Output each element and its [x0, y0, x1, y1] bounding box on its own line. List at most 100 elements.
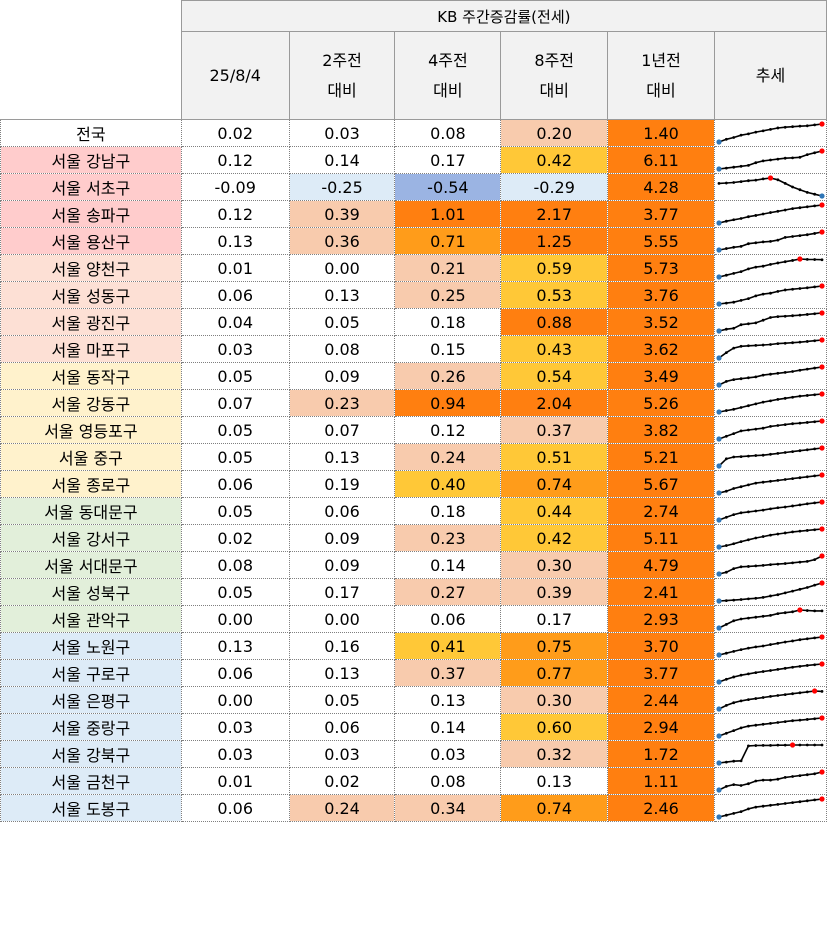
- sparkline-point: [754, 130, 758, 134]
- sparkline-point: [805, 313, 809, 316]
- sparkline-point: [791, 477, 794, 480]
- sparkline-high-marker: [819, 499, 825, 505]
- value-cell: 0.88: [500, 308, 609, 336]
- sparkline-point: [791, 259, 794, 262]
- sparkline-point: [769, 372, 772, 376]
- sparkline-point: [746, 646, 750, 650]
- sparkline-point: [798, 664, 802, 668]
- value-cell: 1.01: [394, 200, 502, 228]
- sparkline-point: [754, 481, 758, 485]
- sparkline-point: [754, 509, 758, 513]
- sparkline-point: [732, 165, 736, 169]
- sparkline-point: [791, 775, 794, 778]
- value-cell: 0.03: [180, 713, 290, 741]
- table-row: 서울 성동구 0.06 0.13 0.25 0.53 3.76: [0, 281, 827, 309]
- sparkline-point: [791, 207, 794, 210]
- table-row: 서울 관악구 0.00 0.00 0.06 0.17 2.93: [0, 605, 827, 633]
- sparkline-point: [739, 406, 743, 409]
- table-row: 서울 용산구 0.13 0.36 0.71 1.25 5.55: [0, 227, 827, 255]
- value-cell: 0.07: [288, 416, 396, 444]
- sparkline-point: [791, 610, 794, 614]
- sparkline-point: [805, 743, 809, 747]
- sparkline-point: [754, 402, 758, 406]
- sparkline-point: [805, 586, 809, 589]
- sparkline-point: [769, 722, 772, 725]
- sparkline-low-marker: [716, 355, 722, 361]
- sparkline-point: [746, 698, 750, 702]
- sparkline-low-marker: [716, 409, 722, 415]
- sparkline-point: [783, 562, 787, 565]
- value-cell: 0.18: [394, 308, 502, 336]
- sparkline-point: [746, 215, 750, 219]
- value-cell: 0.12: [180, 146, 290, 174]
- value-cell: 0.74: [500, 794, 609, 822]
- value-cell: 0.23: [394, 524, 502, 552]
- sparkline-point: [732, 812, 736, 815]
- trend-sparkline-cell: [713, 740, 827, 768]
- value-cell: 1.25: [500, 227, 609, 255]
- sparkline-point: [776, 479, 780, 482]
- sparkline-point: [791, 422, 794, 426]
- sparkline-point: [754, 375, 758, 379]
- sparkline-point: [798, 340, 802, 344]
- sparkline-point: [783, 208, 787, 212]
- sparkline-point: [798, 560, 802, 564]
- sparkline-point: [739, 784, 743, 787]
- sparkline-point: [783, 640, 787, 644]
- value-cell: 0.03: [288, 119, 396, 147]
- sparkline-point: [798, 449, 802, 453]
- sparkline-high-marker: [797, 607, 803, 613]
- sparkline-point: [783, 236, 787, 239]
- sparkline-point: [732, 181, 736, 184]
- value-cell: 0.20: [500, 119, 609, 147]
- sparkline-low-marker: [716, 544, 722, 550]
- sparkline-high-marker: [819, 580, 825, 586]
- sparkline-point: [776, 342, 780, 345]
- sparkline-point: [754, 596, 758, 600]
- trend-sparkline-cell: [713, 227, 827, 255]
- table-row: 서울 마포구 0.03 0.08 0.15 0.43 3.62: [0, 335, 827, 363]
- value-cell: 0.15: [394, 335, 502, 363]
- sparkline-point: [813, 312, 816, 316]
- sparkline-low-marker: [716, 571, 722, 577]
- table-row: 서울 중구 0.05 0.13 0.24 0.51 5.21: [0, 443, 827, 471]
- sparkline-point: [820, 258, 824, 262]
- sparkline-point: [724, 351, 728, 354]
- sparkline-point: [783, 666, 787, 670]
- sparkline-point: [761, 343, 765, 347]
- sparkline-point: [724, 219, 728, 223]
- value-cell: 0.06: [180, 281, 290, 309]
- sparkline-point: [746, 164, 750, 167]
- sparkline-low-marker: [716, 625, 722, 631]
- sparkline-point: [769, 128, 772, 131]
- value-cell: 0.14: [288, 146, 396, 174]
- value-cell: 1.72: [607, 740, 715, 768]
- value-cell: 0.17: [288, 578, 396, 606]
- value-cell: 0.17: [500, 605, 609, 633]
- value-cell: 3.82: [607, 416, 715, 444]
- sparkline-point: [805, 637, 809, 641]
- trend-sparkline: [716, 526, 825, 550]
- trend-sparkline-cell: [713, 578, 827, 606]
- sparkline-point: [724, 731, 728, 735]
- region-name: 서울 중구: [0, 443, 182, 471]
- sparkline-point: [805, 257, 809, 261]
- sparkline-point: [724, 434, 728, 438]
- sparkline-point: [791, 125, 794, 129]
- table-row: 서울 영등포구 0.05 0.07 0.12 0.37 3.82: [0, 416, 827, 444]
- sparkline-point: [761, 177, 765, 181]
- sparkline-point: [783, 776, 787, 779]
- sparkline-point: [761, 535, 765, 538]
- value-cell: 0.08: [394, 767, 502, 795]
- value-cell: 0.06: [394, 605, 502, 633]
- value-cell: -0.25: [288, 173, 396, 201]
- value-cell: 1.40: [607, 119, 715, 147]
- trend-sparkline: [716, 742, 824, 766]
- value-cell: 0.24: [288, 794, 396, 822]
- value-cell: -0.09: [180, 173, 290, 201]
- sparkline-point: [746, 538, 750, 542]
- value-cell: 2.04: [500, 389, 609, 417]
- sparkline-point: [732, 432, 736, 435]
- table-row: 서울 서대문구 0.08 0.09 0.14 0.30 4.79: [0, 551, 827, 579]
- sparkline-high-marker: [819, 148, 825, 154]
